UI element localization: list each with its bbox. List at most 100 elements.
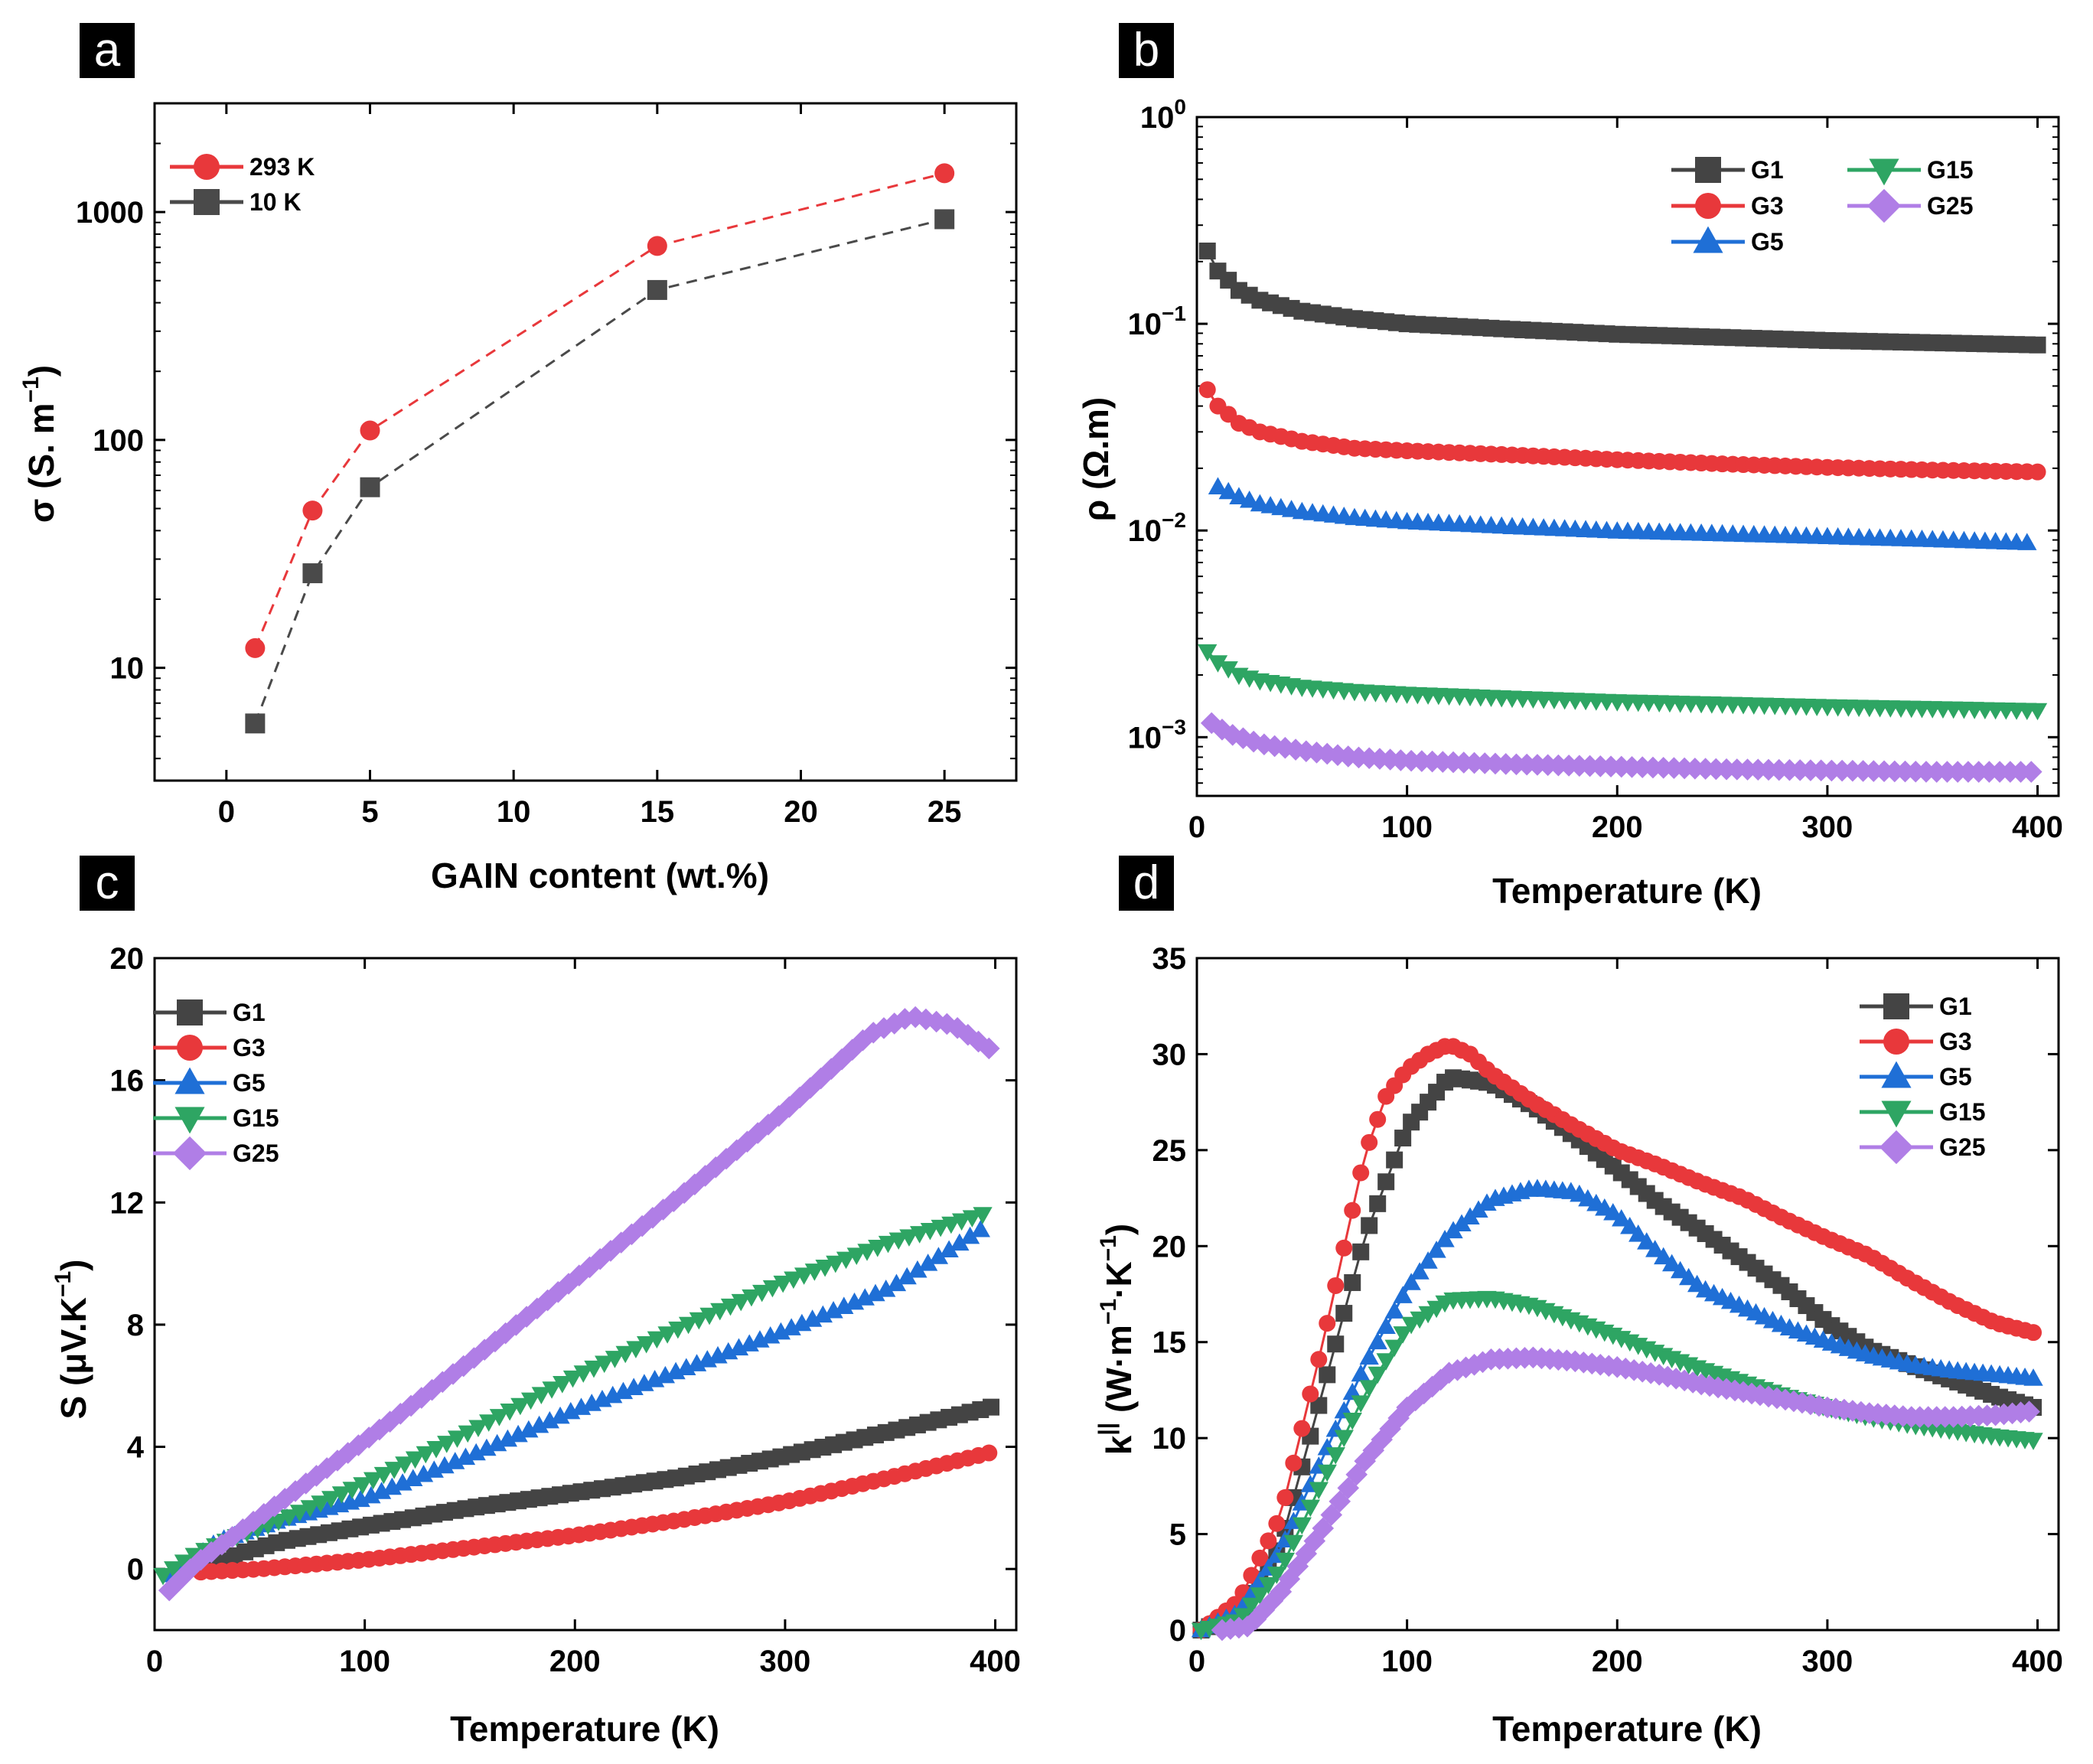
data-point [553, 1376, 572, 1394]
data-point [647, 279, 667, 300]
data-point [939, 1240, 959, 1257]
data-point [977, 1037, 1000, 1060]
data-point [773, 1275, 793, 1293]
data-point [899, 1229, 919, 1247]
data-point [1612, 1208, 1632, 1227]
legend-marker [194, 154, 220, 180]
data-point [1418, 1251, 1438, 1269]
y-tick-label: 25 [1152, 1134, 1187, 1168]
legend-label: G15 [1927, 156, 1973, 184]
legend-label: G3 [1751, 192, 1784, 220]
legend-marker [174, 1107, 205, 1134]
data-point [405, 1451, 425, 1469]
data-point [500, 1403, 520, 1421]
data-point [857, 1244, 877, 1261]
y-tick-label: 12 [110, 1186, 145, 1220]
data-point [477, 1438, 497, 1456]
data-point [519, 1420, 539, 1438]
data-point [455, 1447, 476, 1466]
y-tick-label: 16 [110, 1065, 145, 1098]
legend-label: G3 [233, 1034, 266, 1061]
data-point [1293, 1420, 1311, 1437]
data-point [1376, 1353, 1396, 1371]
plot-frame [153, 957, 1018, 1632]
data-point [1645, 1240, 1665, 1257]
legend-marker [1693, 226, 1723, 253]
data-point [573, 1365, 593, 1383]
x-tick-label: 400 [2012, 810, 2063, 844]
data-point [1334, 1430, 1354, 1448]
data-point [1260, 1532, 1277, 1550]
data-point [295, 1472, 318, 1495]
panel-c-ylabel: S (μV.K−1) [51, 1260, 93, 1420]
data-point [431, 1371, 454, 1394]
data-point [962, 1210, 982, 1228]
legend: G1 G3 G5 G15 G25 [1671, 156, 1973, 256]
data-point [1267, 1567, 1287, 1584]
data-point [529, 1415, 549, 1433]
data-point [699, 1307, 719, 1325]
data-point [426, 1440, 446, 1459]
panel-c-xlabel: Temperature (K) [450, 1709, 719, 1749]
y-tick-label: 100 [93, 424, 144, 458]
data-point [363, 1472, 383, 1490]
x-tick-label: 25 [928, 795, 962, 829]
data-point [973, 1207, 993, 1224]
plot-frame [1195, 957, 2060, 1632]
data-point [1218, 661, 1238, 679]
data-point [520, 1392, 541, 1410]
legend-label: G3 [1939, 1028, 1972, 1055]
y-tick-label: 1000 [76, 196, 144, 230]
data-point [934, 163, 955, 184]
panel-b-xlabel: Temperature (K) [1492, 871, 1762, 911]
data-point [579, 1256, 601, 1279]
x-tick-label: 200 [1592, 1645, 1643, 1678]
data-point [468, 1420, 488, 1438]
svg-text:a: a [94, 24, 121, 77]
legend-label: 293 K [249, 153, 315, 181]
data-point [868, 1240, 888, 1257]
data-point [2025, 1324, 2042, 1342]
data-point [836, 1251, 856, 1270]
data-point [1344, 1202, 1361, 1219]
data-point [934, 209, 955, 230]
data-point [762, 1280, 783, 1298]
data-point [416, 1446, 435, 1464]
data-point [1352, 1164, 1370, 1182]
data-point [1342, 1412, 1362, 1430]
data-point [360, 477, 380, 497]
data-point [647, 236, 667, 256]
data-point [876, 1280, 896, 1297]
data-point [510, 1397, 530, 1416]
data-point [1369, 1195, 1387, 1212]
data-point [1300, 1499, 1320, 1518]
series-g25 [1200, 712, 2042, 783]
data-point [2018, 1400, 2040, 1423]
data-point [1662, 1254, 1682, 1272]
legend-label: G5 [1939, 1063, 1972, 1091]
data-point [1276, 1488, 1294, 1506]
data-point [1258, 1577, 1279, 1595]
data-point [1229, 487, 1249, 504]
data-point [1637, 1232, 1657, 1250]
data-point [960, 1226, 980, 1244]
data-point [605, 1351, 625, 1368]
data-point [2017, 533, 2037, 550]
data-point [200, 1541, 223, 1563]
data-point [1384, 1339, 1404, 1358]
legend: G1 G3 G5 G15 G25 [1860, 993, 1985, 1165]
data-point [1368, 1332, 1387, 1350]
legend-marker [1881, 1100, 1912, 1128]
y-tick-label: 15 [1152, 1326, 1187, 1360]
data-point [489, 1409, 510, 1427]
legend-label: G1 [1939, 993, 1972, 1020]
data-point [1253, 1599, 1276, 1622]
legend-label: G15 [233, 1104, 279, 1132]
series-line [254, 171, 945, 649]
data-point [626, 1341, 646, 1358]
x-tick-label: 0 [1188, 810, 1205, 844]
panel-c: 0 100 200 300 400 0 4 8 12 16 20 G1 G3 G5 G15 G25 [110, 942, 1021, 1678]
data-point [846, 1247, 866, 1265]
series-g15 [153, 1207, 993, 1586]
